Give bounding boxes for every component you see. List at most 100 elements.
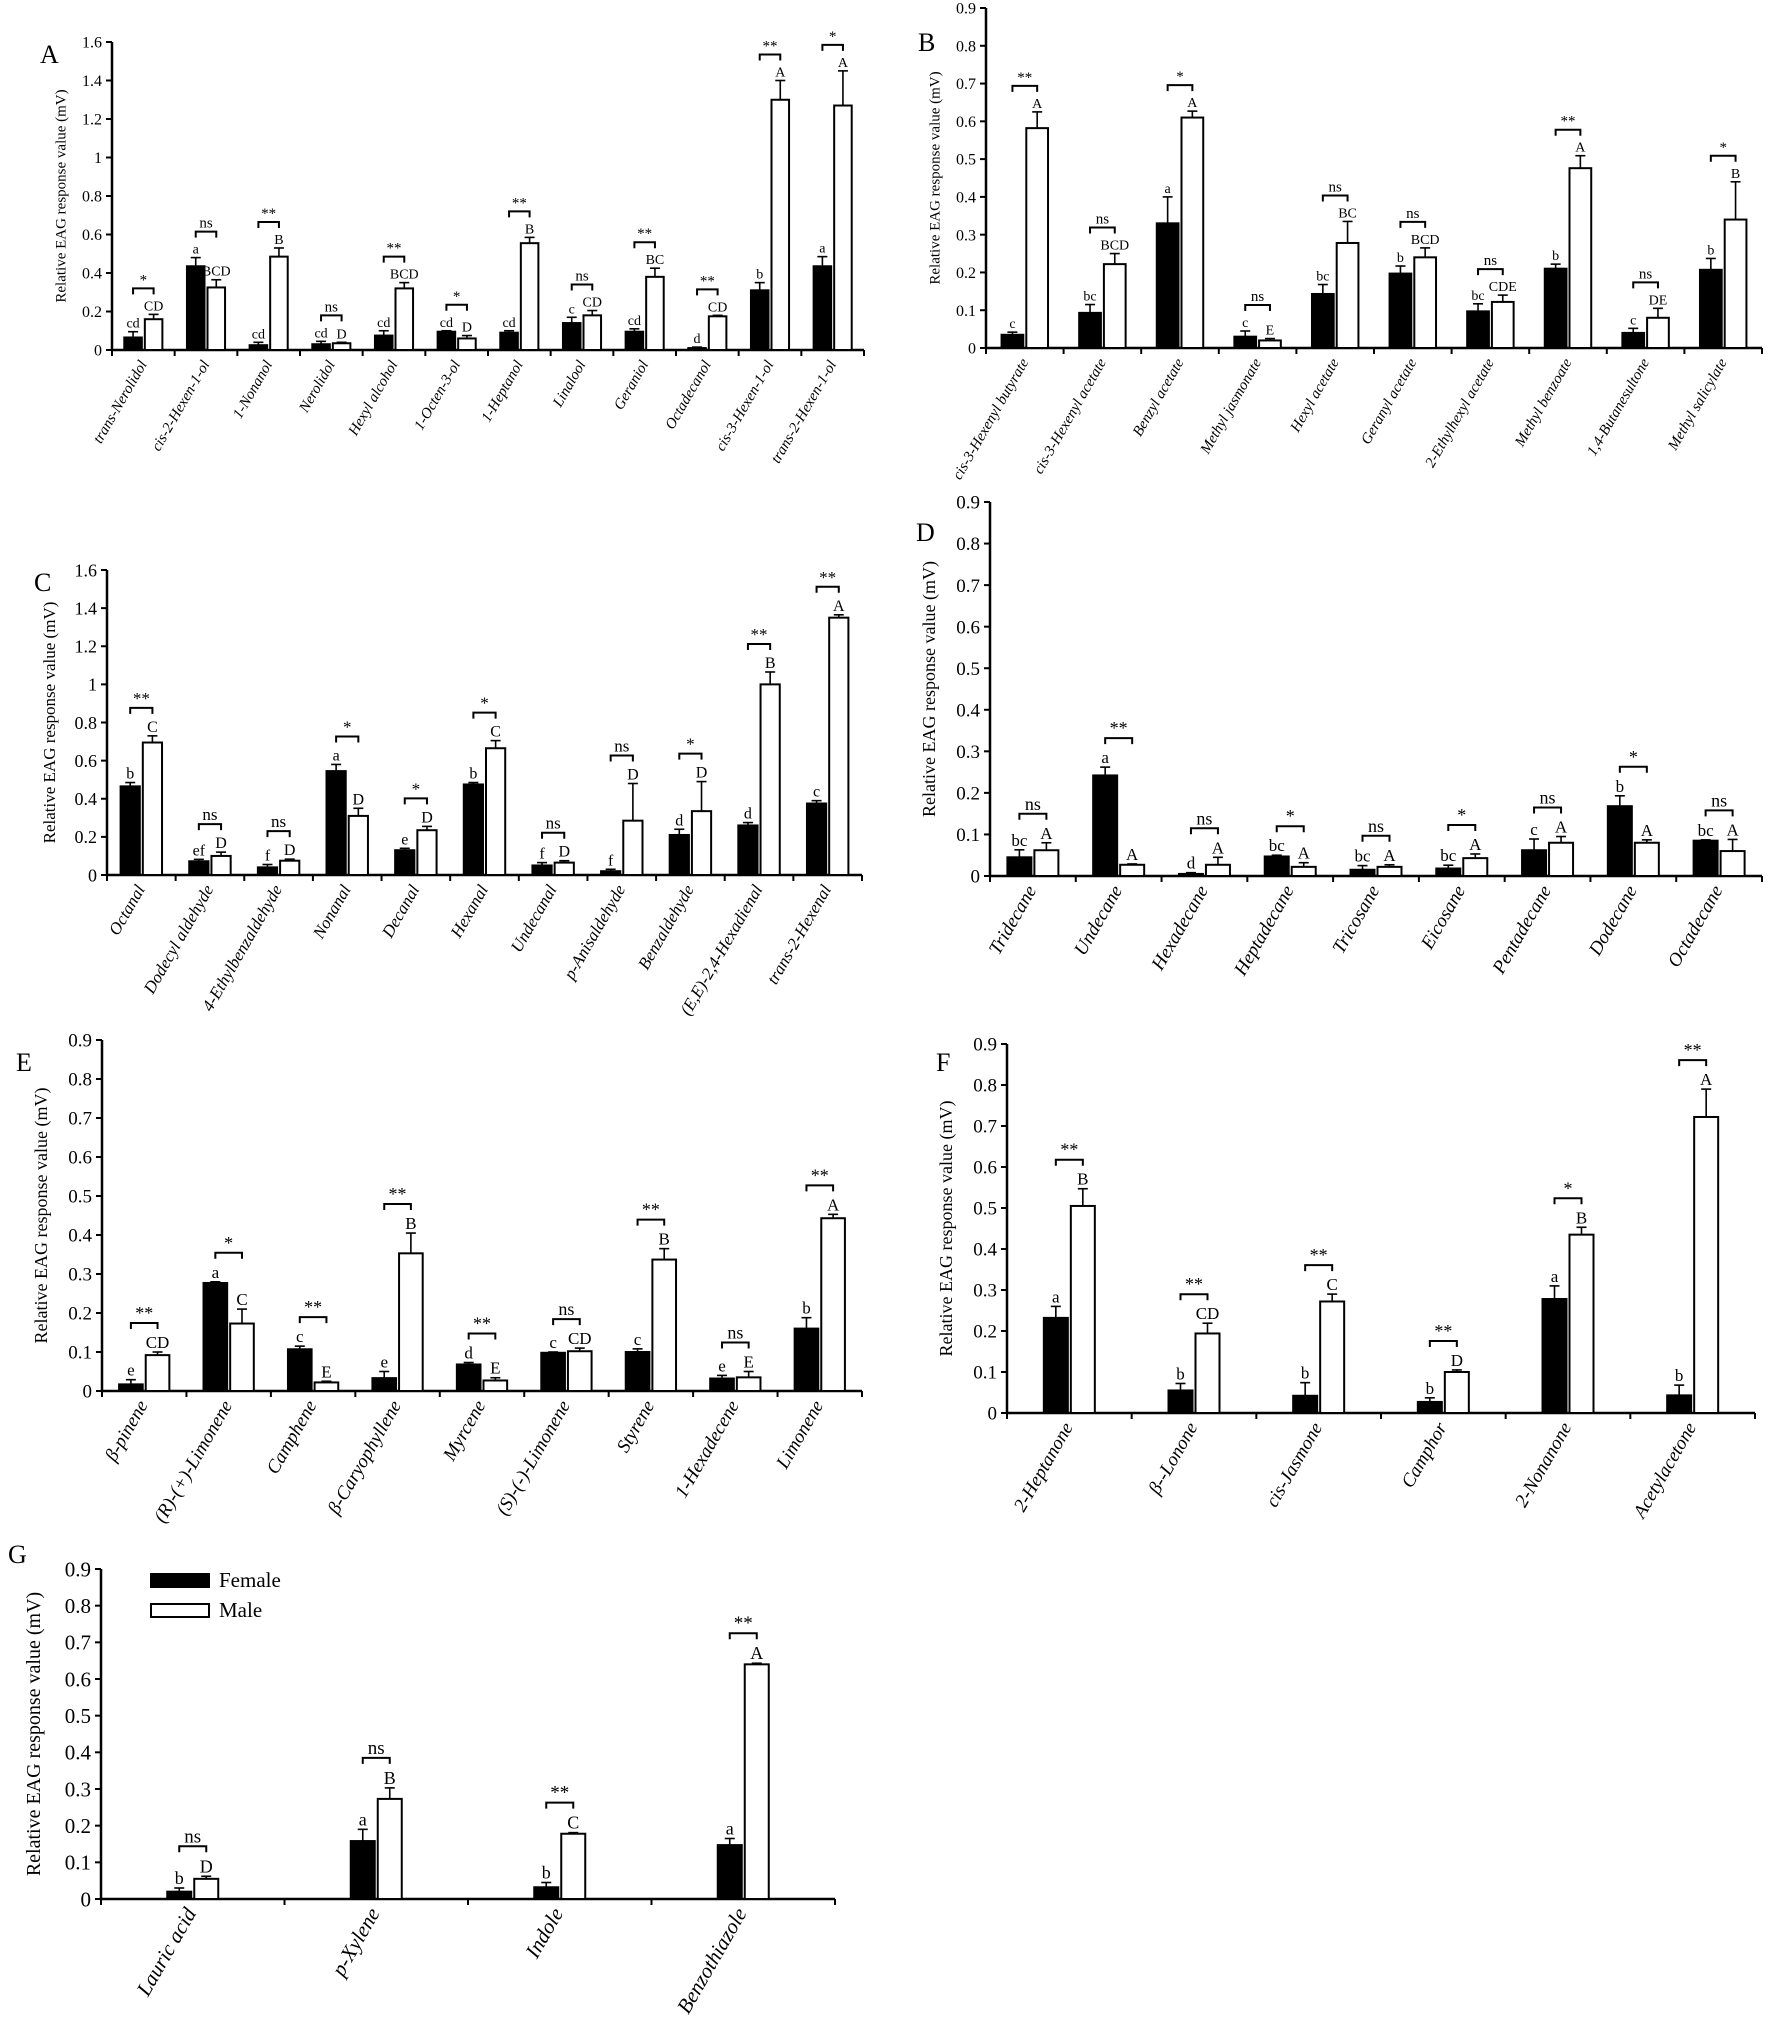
significance-letter: A	[1700, 1070, 1713, 1089]
panel-letter: E	[16, 1048, 32, 1077]
y-tick-label: 0.7	[68, 1109, 92, 1130]
significance-marker: *	[829, 29, 837, 45]
y-tick-label: 0.5	[956, 659, 980, 680]
y-axis-label: Relative EAG response value (mV)	[919, 561, 940, 817]
panel-letter: B	[918, 28, 936, 57]
significance-letter: b	[1301, 1364, 1310, 1383]
significance-letter: cd	[628, 314, 641, 329]
bar-female	[1233, 335, 1258, 349]
x-category-label: Eicosane	[1417, 882, 1471, 954]
x-category-label: Decanal	[378, 881, 424, 941]
significance-marker: ns	[546, 814, 561, 833]
significance-letter: A	[833, 598, 845, 615]
y-axis-label: Relative EAG response value (mV)	[23, 1592, 45, 1876]
significance-marker: **	[763, 39, 778, 55]
y-tick-label: 0	[988, 1404, 998, 1425]
significance-marker: **	[1185, 1274, 1203, 1294]
significance-letter: A	[1469, 835, 1482, 854]
significance-marker: **	[1434, 1321, 1452, 1341]
significance-letter: e	[380, 1353, 388, 1372]
x-category-label: trans-Nerolidol	[91, 358, 151, 446]
y-tick-label: 0.8	[956, 534, 980, 555]
significance-letter: BCD	[1411, 233, 1440, 248]
significance-marker: **	[751, 625, 768, 644]
significance-marker: *	[140, 272, 148, 288]
bar-male	[622, 819, 644, 876]
x-category-label: trans-2-Hexenal	[763, 881, 835, 987]
significance-letter: b	[1616, 777, 1625, 796]
x-category-label: Nerolidol	[296, 358, 339, 416]
significance-letter: c	[813, 784, 820, 801]
chart-panel-d: D 0 0.1 0.2 0.3 0.4 0.5 0.6 0.7 0.8 0.9 Relative EA…	[890, 470, 1772, 1030]
bar-male	[566, 1350, 593, 1392]
x-category-label: 1-Nonanol	[230, 358, 276, 422]
bar-female	[1292, 1394, 1319, 1414]
bar-female	[1167, 1389, 1194, 1415]
y-tick-label: 0.4	[82, 266, 102, 283]
significance-letter: CD	[583, 296, 602, 311]
x-category-label: Tricosane	[1329, 882, 1385, 957]
significance-letter: c	[549, 1333, 557, 1352]
bar-male	[394, 287, 415, 351]
bar-male	[1069, 1204, 1096, 1414]
x-category-label: Undecane	[1070, 882, 1127, 959]
y-tick-label: 1.4	[82, 73, 102, 90]
significance-letter: B	[274, 233, 283, 248]
bar-male	[279, 859, 301, 876]
significance-letter: a	[1165, 182, 1172, 197]
significance-letter: C	[1326, 1275, 1337, 1294]
significance-letter: A	[1040, 824, 1053, 843]
significance-letter: e	[718, 1356, 726, 1375]
x-category-label: Hexanal	[446, 881, 492, 941]
significance-marker: **	[637, 226, 652, 242]
significance-marker: *	[453, 289, 461, 305]
significance-letter: C	[236, 1290, 247, 1309]
significance-letter: CD	[1196, 1304, 1220, 1323]
y-tick-label: 0.4	[68, 1226, 92, 1247]
x-category-label: 2-Ethylhexyl acetate	[1423, 356, 1498, 471]
bar-chart: 0 0.2 0.4 0.6 0.8 1 1.2 1.4 1.6 Relative EAG resp…	[40, 560, 863, 1019]
bar-male	[1204, 863, 1231, 877]
bar-male	[1376, 865, 1403, 878]
bar-female	[1416, 1400, 1443, 1414]
bar-male	[1319, 1300, 1346, 1415]
bar-female	[812, 265, 833, 352]
significance-marker: ns	[1025, 794, 1041, 814]
y-tick-label: 0.8	[82, 189, 102, 206]
x-category-label: (R)-(+)-Limonene	[150, 1397, 237, 1526]
significance-marker: **	[304, 1297, 322, 1317]
significance-letter: b	[1176, 1364, 1185, 1383]
y-tick-label: 0.9	[68, 1031, 92, 1052]
significance-letter: d	[694, 332, 701, 347]
x-category-label: Octadecane	[1664, 882, 1728, 971]
bar-female	[1349, 868, 1376, 877]
x-category-label: Acetylacetone	[1629, 1419, 1701, 1524]
bar-male	[1568, 167, 1593, 349]
significance-letter: D	[284, 842, 296, 859]
significance-marker: ns	[202, 805, 217, 824]
significance-letter: A	[1126, 845, 1139, 864]
bar-male	[144, 1354, 171, 1392]
significance-letter: b	[126, 766, 134, 783]
significance-letter: b	[756, 268, 763, 283]
y-tick-label: 1.6	[82, 35, 102, 52]
bar-male	[1335, 241, 1360, 350]
x-category-label: Methyl jasmonate	[1197, 356, 1265, 458]
x-category-label: 2-Heptanone	[1010, 1419, 1078, 1515]
bar-female	[709, 1377, 735, 1392]
significance-marker: ns	[1711, 790, 1727, 810]
bar-female	[248, 344, 269, 351]
y-tick-label: 0	[971, 867, 981, 888]
y-tick-label: 0.4	[75, 789, 98, 809]
bar-female	[1078, 311, 1102, 350]
bar-male	[1180, 116, 1205, 349]
y-tick-label: 0.9	[65, 1557, 91, 1581]
significance-letter: cd	[314, 326, 327, 341]
y-tick-label: 0.6	[68, 1148, 92, 1169]
bar-male	[485, 747, 507, 876]
significance-letter: D	[696, 765, 708, 782]
chart-panel-g: G 0 0.1 0.2 0.3 0.4 0.5 0.6 0.7 0.8 0.9 Relative EA…	[0, 1540, 880, 2029]
bar-female	[540, 1351, 566, 1392]
bar-male	[1548, 841, 1575, 877]
significance-letter: A	[1212, 838, 1225, 857]
